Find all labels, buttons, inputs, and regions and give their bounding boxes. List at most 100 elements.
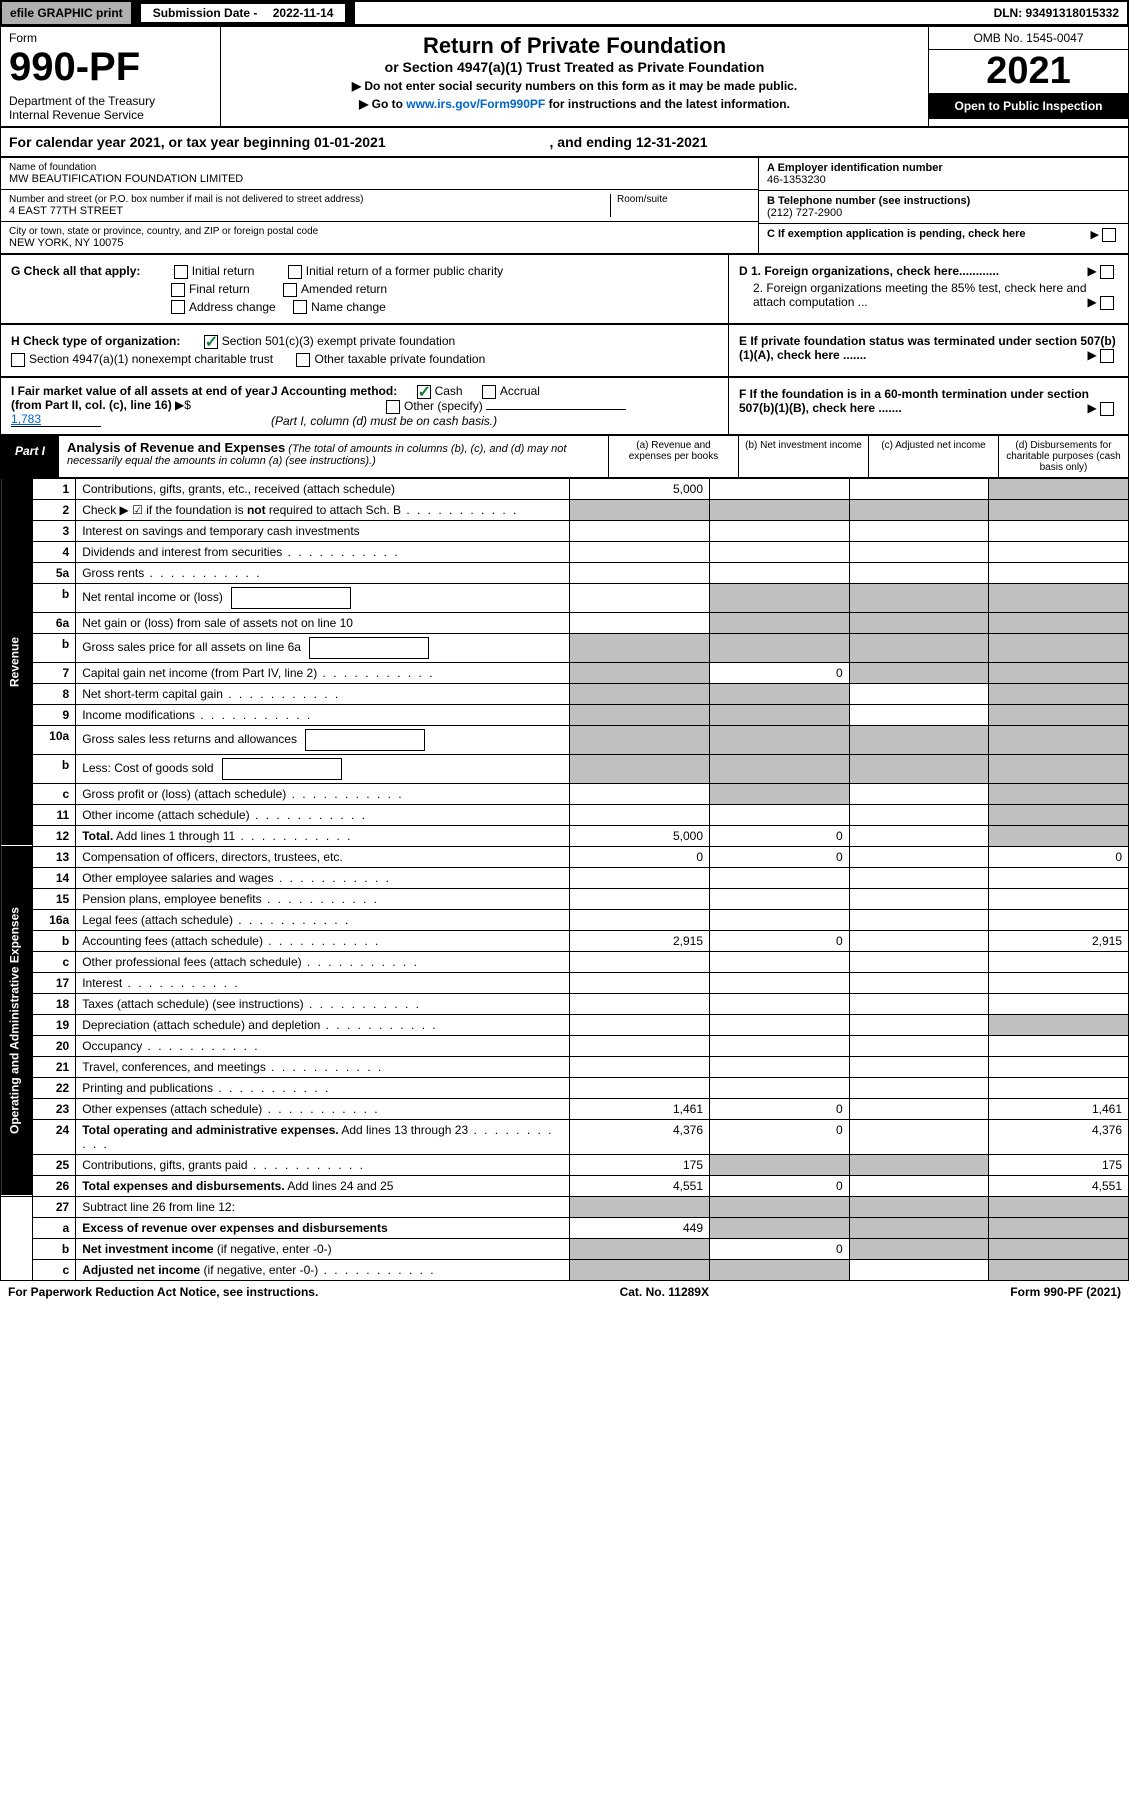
submission-date: Submission Date - 2022-11-14	[133, 2, 356, 24]
cell-b: 0	[710, 846, 850, 867]
other-taxable-checkbox[interactable]	[296, 353, 310, 367]
cell-a	[570, 1259, 710, 1280]
cell-b	[710, 583, 850, 612]
foreign-85-checkbox[interactable]	[1100, 296, 1114, 310]
table-row: 9Income modifications	[1, 704, 1129, 725]
row-label: Other employee salaries and wages	[76, 867, 570, 888]
row-number: 19	[33, 1014, 76, 1035]
row-label: Less: Cost of goods sold	[76, 754, 570, 783]
address-change-checkbox[interactable]	[171, 300, 185, 314]
accrual-checkbox[interactable]	[482, 385, 496, 399]
cell-c	[849, 972, 989, 993]
cell-d	[989, 1238, 1129, 1259]
dept-treasury: Department of the Treasury Internal Reve…	[9, 94, 212, 122]
cash-checkbox[interactable]	[417, 385, 431, 399]
table-row: 27Subtract line 26 from line 12:	[1, 1196, 1129, 1217]
cell-b	[710, 804, 850, 825]
cell-c	[849, 867, 989, 888]
row-label: Other expenses (attach schedule)	[76, 1098, 570, 1119]
form-header: Form 990-PF Department of the Treasury I…	[0, 26, 1129, 127]
cell-c	[849, 1175, 989, 1196]
cell-c	[849, 478, 989, 499]
efile-print-button[interactable]: efile GRAPHIC print	[2, 2, 133, 24]
table-row: 4Dividends and interest from securities	[1, 541, 1129, 562]
row-number: 14	[33, 867, 76, 888]
4947-checkbox[interactable]	[11, 353, 25, 367]
cell-d	[989, 478, 1129, 499]
cell-d	[989, 1196, 1129, 1217]
cell-a	[570, 633, 710, 662]
form-title: Return of Private Foundation	[227, 33, 922, 59]
cell-b	[710, 993, 850, 1014]
initial-former-checkbox[interactable]	[288, 265, 302, 279]
j-note: (Part I, column (d) must be on cash basi…	[271, 414, 718, 428]
table-row: Operating and Administrative Expenses13C…	[1, 846, 1129, 867]
row-number: 12	[33, 825, 76, 846]
row-label: Total operating and administrative expen…	[76, 1119, 570, 1154]
cell-a: 5,000	[570, 825, 710, 846]
cell-a	[570, 499, 710, 520]
cell-a	[570, 972, 710, 993]
table-row: 20Occupancy	[1, 1035, 1129, 1056]
terminated-checkbox[interactable]	[1100, 349, 1114, 363]
cell-d	[989, 541, 1129, 562]
phone-value: (212) 727-2900	[767, 207, 1120, 219]
name-change-checkbox[interactable]	[293, 300, 307, 314]
col-a-header: (a) Revenue and expenses per books	[608, 436, 738, 477]
cell-c	[849, 888, 989, 909]
table-row: 15Pension plans, employee benefits	[1, 888, 1129, 909]
initial-return-checkbox[interactable]	[174, 265, 188, 279]
cell-d: 4,376	[989, 1119, 1129, 1154]
irs-link[interactable]: www.irs.gov/Form990PF	[406, 97, 545, 111]
table-row: bLess: Cost of goods sold	[1, 754, 1129, 783]
exemption-checkbox[interactable]	[1102, 228, 1116, 242]
cell-a	[570, 1238, 710, 1259]
row-number: 1	[33, 478, 76, 499]
cell-c	[849, 612, 989, 633]
cell-b	[710, 499, 850, 520]
instr-link: ▶ Go to www.irs.gov/Form990PF for instru…	[227, 97, 922, 111]
cell-a	[570, 1014, 710, 1035]
cell-a	[570, 867, 710, 888]
cell-b	[710, 1154, 850, 1175]
row-number: a	[33, 1217, 76, 1238]
cell-d	[989, 725, 1129, 754]
table-row: 5aGross rents	[1, 562, 1129, 583]
f-label: F If the foundation is in a 60-month ter…	[739, 387, 1089, 415]
final-return-checkbox[interactable]	[171, 283, 185, 297]
cell-a: 175	[570, 1154, 710, 1175]
amended-return-checkbox[interactable]	[283, 283, 297, 297]
cell-b	[710, 725, 850, 754]
row-label: Net gain or (loss) from sale of assets n…	[76, 612, 570, 633]
cell-c	[849, 993, 989, 1014]
cell-b	[710, 909, 850, 930]
table-row: 3Interest on savings and temporary cash …	[1, 520, 1129, 541]
cell-b	[710, 1035, 850, 1056]
table-row: 23Other expenses (attach schedule)1,4610…	[1, 1098, 1129, 1119]
table-row: 24Total operating and administrative exp…	[1, 1119, 1129, 1154]
cell-a: 2,915	[570, 930, 710, 951]
cell-a	[570, 562, 710, 583]
cell-d	[989, 888, 1129, 909]
d2-label: 2. Foreign organizations meeting the 85%…	[753, 281, 1087, 309]
501c3-checkbox[interactable]	[204, 335, 218, 349]
row-number: b	[33, 583, 76, 612]
cell-a	[570, 541, 710, 562]
cell-b	[710, 867, 850, 888]
fmv-value[interactable]: 1,783	[11, 412, 101, 427]
60month-checkbox[interactable]	[1100, 402, 1114, 416]
row-label: Gross sales less returns and allowances	[76, 725, 570, 754]
foreign-org-checkbox[interactable]	[1100, 265, 1114, 279]
cell-c	[849, 725, 989, 754]
other-method-checkbox[interactable]	[386, 400, 400, 414]
table-row: 18Taxes (attach schedule) (see instructi…	[1, 993, 1129, 1014]
row-number: 26	[33, 1175, 76, 1196]
row-number: b	[33, 1238, 76, 1259]
cell-c	[849, 704, 989, 725]
street-address: 4 EAST 77TH STREET	[9, 205, 610, 217]
table-row: 16aLegal fees (attach schedule)	[1, 909, 1129, 930]
row-number: 23	[33, 1098, 76, 1119]
row-label: Taxes (attach schedule) (see instruction…	[76, 993, 570, 1014]
row-label: Adjusted net income (if negative, enter …	[76, 1259, 570, 1280]
row-number: 7	[33, 662, 76, 683]
